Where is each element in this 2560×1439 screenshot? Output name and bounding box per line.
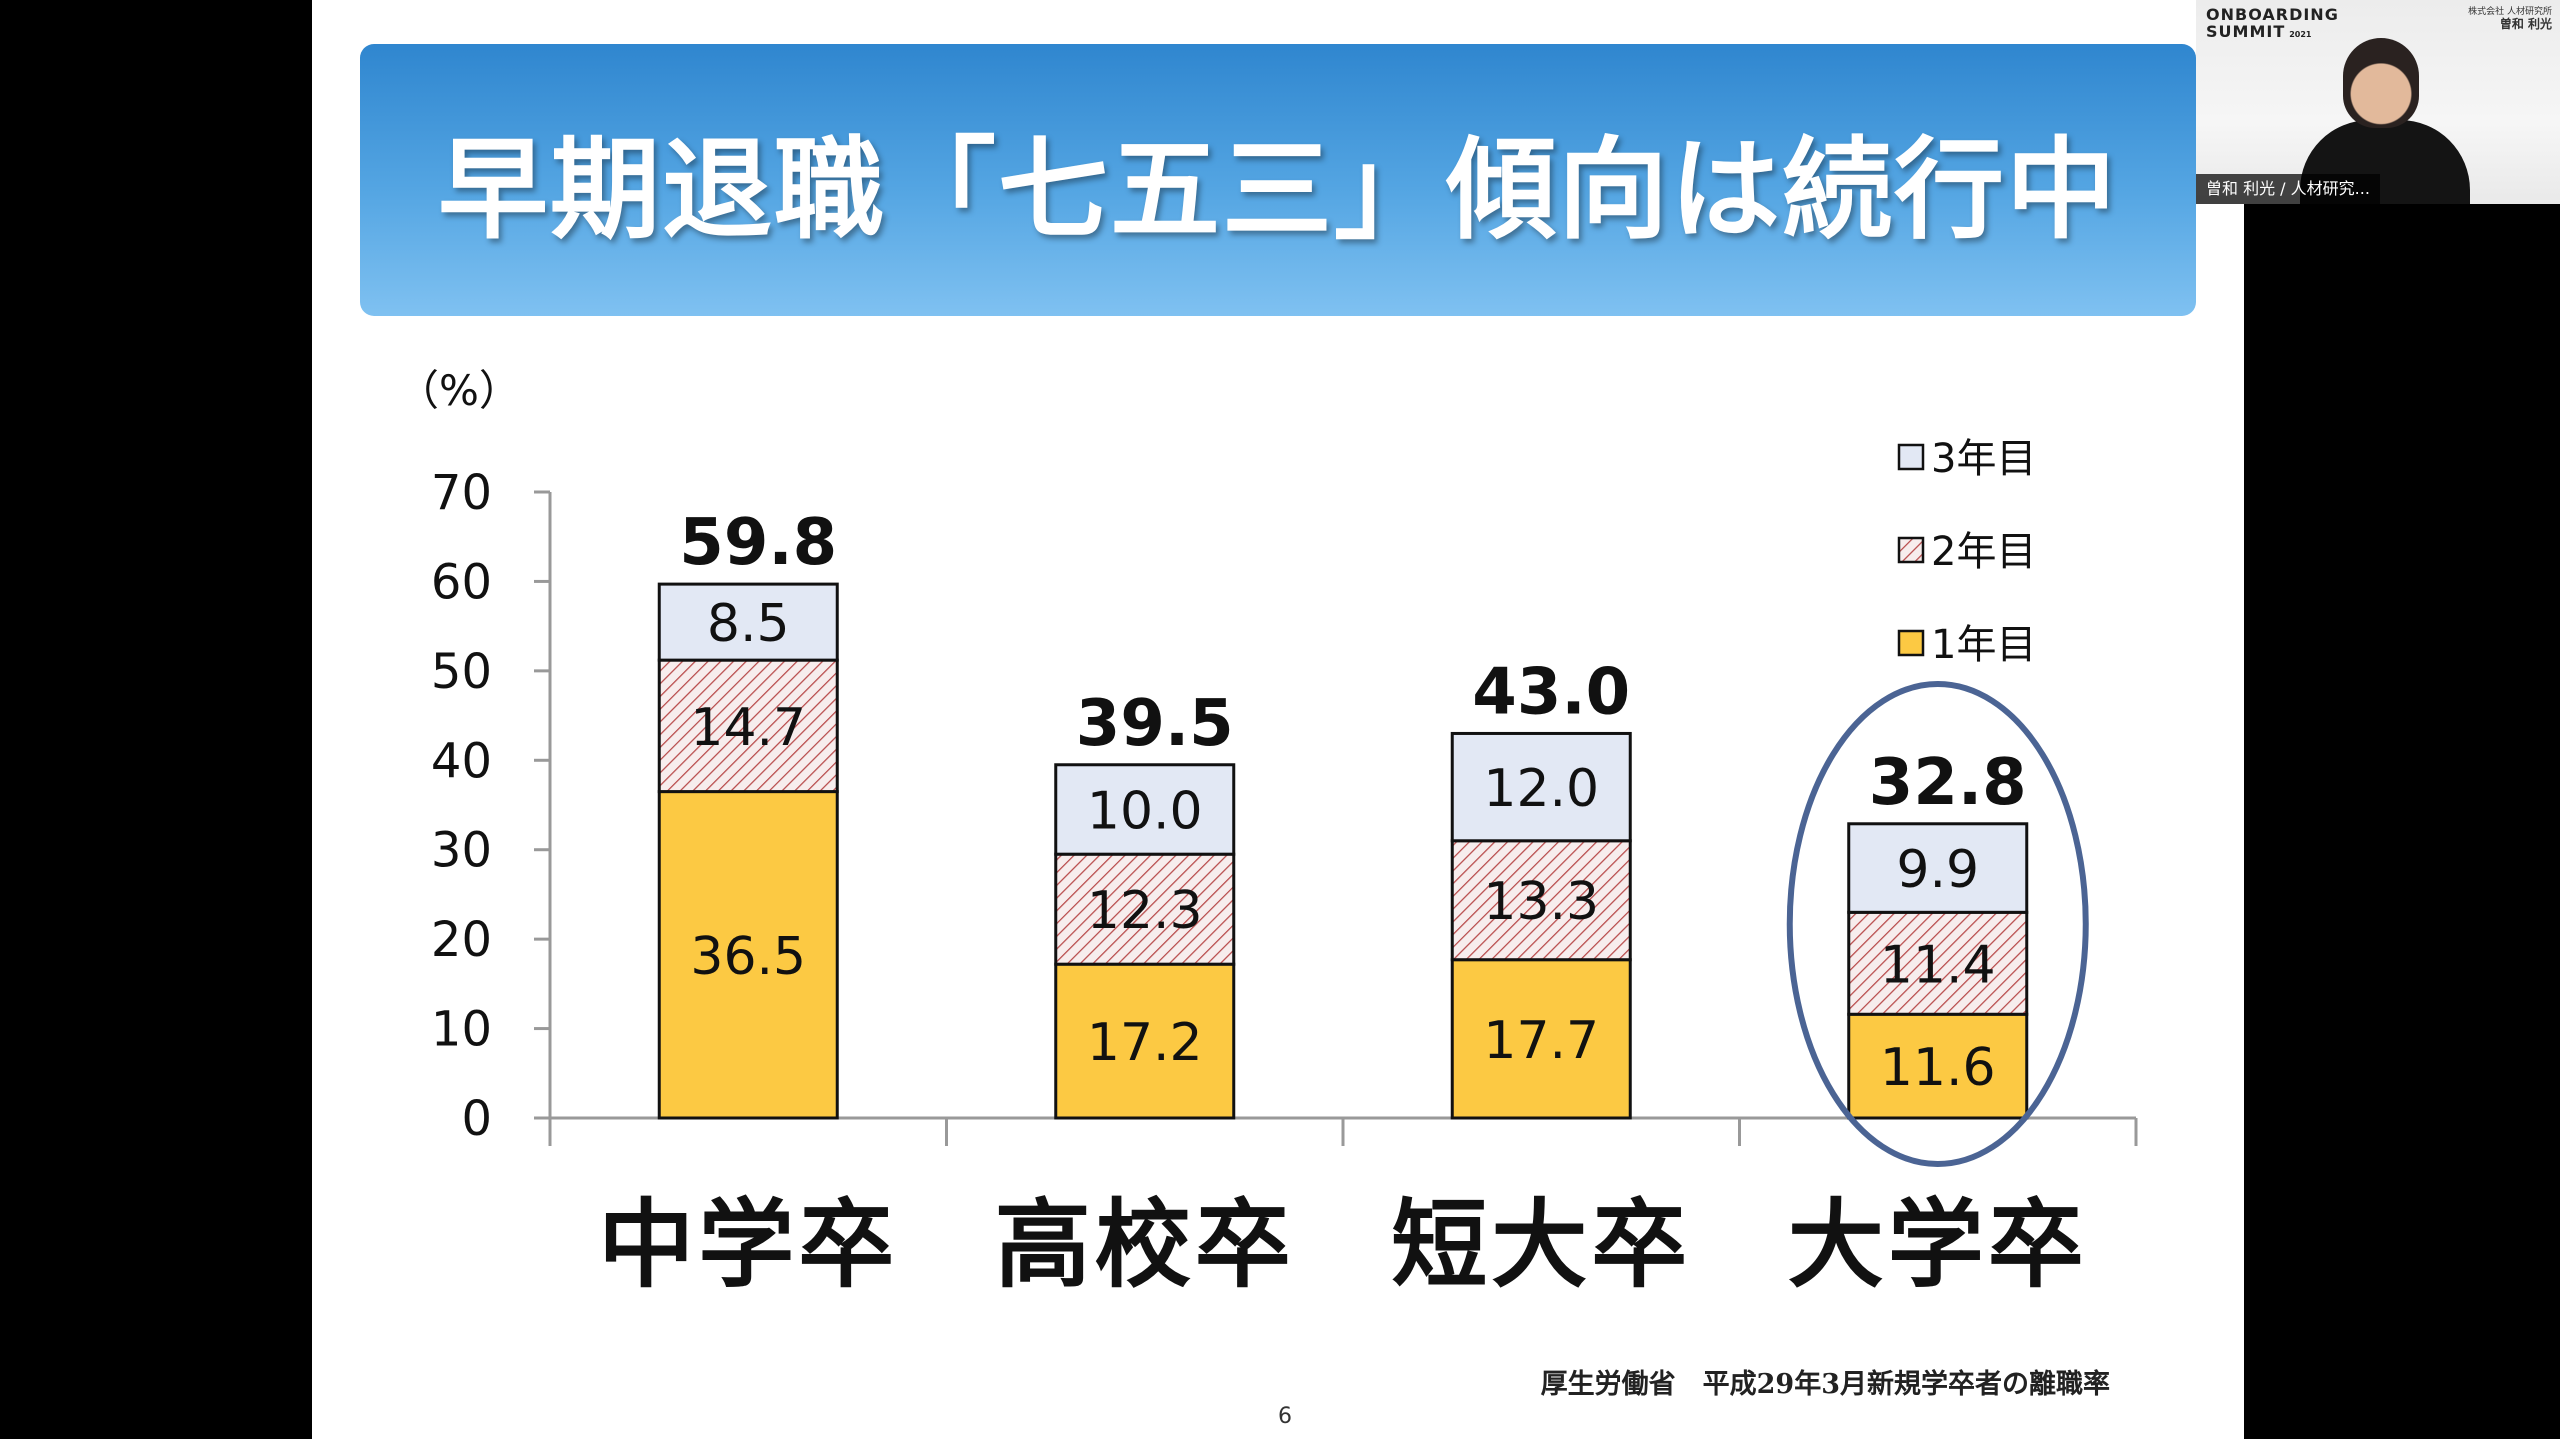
y-tick-label: 30 (431, 823, 492, 879)
summit-logo: ONBOARDING SUMMIT 2021 (2206, 6, 2339, 43)
y-tick-label: 70 (431, 465, 492, 521)
chart-legend: 3年目 2年目 1年目 (1897, 436, 2036, 668)
bar-segment (657, 658, 839, 794)
page-number: 6 (1278, 1404, 1292, 1429)
corner-name: 曽和 利光 (2499, 17, 2552, 31)
bar-total-label: 32.8 (1869, 746, 2027, 820)
bar-value-label: 11.6 (1880, 1038, 1996, 1098)
bar-total-label: 59.8 (679, 506, 837, 580)
y-tick-label: 40 (431, 733, 492, 789)
legend-swatch (1897, 536, 1925, 564)
y-tick-label: 50 (431, 644, 492, 700)
bar-segment (1450, 731, 1632, 843)
chart-axes: 0 10 20 30 40 50 60 70 (431, 465, 2138, 1147)
bar-segment (1847, 910, 2029, 1016)
logo-line1: ONBOARDING (2206, 5, 2339, 24)
bar-value-label: 14.7 (690, 698, 806, 758)
category-label: 中学卒 (598, 1189, 898, 1301)
logo-year: 2021 (2289, 30, 2312, 39)
category-label: 短大卒 (1391, 1189, 1691, 1301)
y-tick-label: 60 (431, 554, 492, 610)
bar-value-label: 12.3 (1087, 881, 1203, 941)
bar-total-label: 43.0 (1472, 655, 1630, 729)
legend-swatch (1897, 443, 1925, 471)
bar-value-label: 9.9 (1896, 840, 1979, 900)
bar-total-label: 39.5 (1076, 687, 1234, 761)
source-note: 厚生労働省 平成29年3月新規学卒者の離職率 (1540, 1369, 2110, 1400)
bar-value-label: 17.7 (1483, 1011, 1599, 1071)
legend-swatch (1897, 629, 1925, 657)
bar-value-label: 12.0 (1483, 759, 1599, 819)
bar-value-label: 13.3 (1483, 872, 1599, 932)
y-axis-unit-label: （%） (397, 366, 521, 415)
category-label: 高校卒 (995, 1189, 1295, 1301)
y-tick-label: 10 (431, 1002, 492, 1058)
bar-segment (1054, 962, 1236, 1120)
legend-label: 3年目 (1931, 436, 2036, 482)
slide-title: 早期退職「七五三」傾向は続行中 (438, 125, 2118, 254)
title-banner: 早期退職「七五三」傾向は続行中 (360, 44, 2196, 316)
bar-segment (657, 582, 839, 662)
bar-value-label: 8.5 (707, 594, 790, 654)
highlight-ellipse (1786, 681, 2089, 1167)
logo-line2: SUMMIT (2206, 22, 2286, 41)
y-tick-label: 0 (461, 1091, 492, 1147)
stacked-bar-chart: （%） 0 10 20 30 40 50 60 70 36.5 14.7 8.5 59.8 中学卒 17… (397, 366, 2138, 1301)
category-label: 大学卒 (1788, 1189, 2088, 1301)
bar-segment (1450, 958, 1632, 1120)
bar-value-label: 11.4 (1880, 935, 1996, 995)
bars-layer: 36.5 14.7 8.5 59.8 中学卒 17.2 12.3 10.0 39.5 高校卒 17.… (598, 506, 2088, 1301)
presentation-slide: 早期退職「七五三」傾向は続行中 （%） 0 10 20 30 40 50 60 70 36.5… (312, 0, 2244, 1439)
corner-company: 株式会社 人材研究所 (2468, 7, 2552, 17)
legend-label: 2年目 (1931, 529, 2036, 575)
participant-avatar (2343, 38, 2419, 128)
y-tick-label: 20 (431, 912, 492, 968)
bar-segment (1054, 852, 1236, 966)
corner-caption: 株式会社 人材研究所 曽和 利光 (2468, 6, 2552, 30)
bar-value-label: 17.2 (1087, 1013, 1203, 1073)
bar-segment (1054, 763, 1236, 856)
legend-label: 1年目 (1931, 622, 2036, 668)
bar-segment (1847, 822, 2029, 914)
bar-value-label: 10.0 (1087, 781, 1203, 841)
bar-segment (657, 790, 839, 1120)
participant-name-label: 曽和 利光 / 人材研究... (2196, 174, 2380, 204)
bar-value-label: 36.5 (690, 927, 806, 987)
bar-segment (1847, 1012, 2029, 1120)
bar-segment (1450, 839, 1632, 962)
participant-video-tile[interactable]: ONBOARDING SUMMIT 2021 株式会社 人材研究所 曽和 利光 曽… (2196, 0, 2560, 204)
